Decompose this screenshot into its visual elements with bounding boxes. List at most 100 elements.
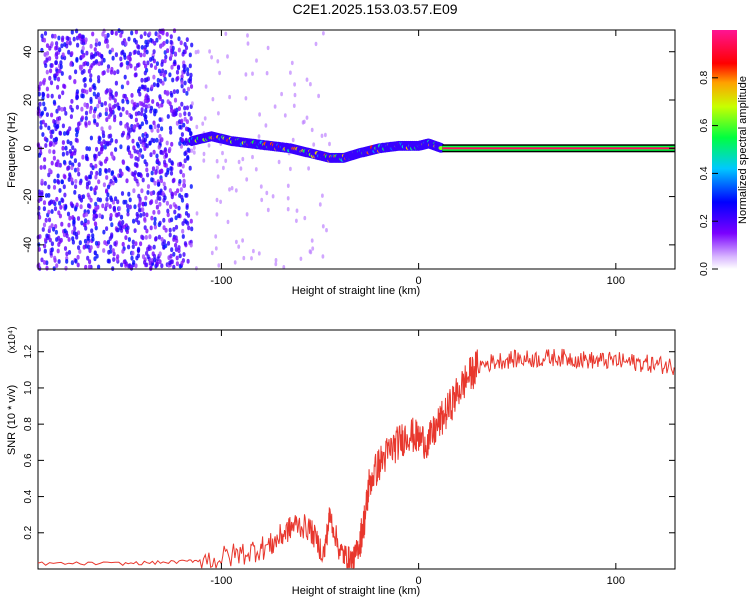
noise-blob <box>141 201 145 207</box>
noise-blob <box>172 89 176 95</box>
noise-blob <box>239 166 243 171</box>
noise-blob <box>177 47 181 53</box>
noise-blob <box>82 77 86 83</box>
noise-blob <box>39 81 43 87</box>
noise-blob <box>151 99 155 104</box>
noise-blob <box>119 144 123 150</box>
noise-blob <box>291 137 295 143</box>
noise-blob <box>105 175 109 180</box>
noise-blob <box>133 66 137 71</box>
noise-blob <box>49 68 53 74</box>
noise-blob <box>59 237 63 243</box>
noise-blob <box>168 227 172 233</box>
noise-blob <box>134 263 138 269</box>
noise-blob <box>292 103 296 109</box>
noise-blob <box>162 244 166 250</box>
noise-blob <box>246 33 249 38</box>
noise-blob <box>183 42 187 47</box>
noise-blob <box>63 228 67 234</box>
noise-blob <box>156 128 160 134</box>
noise-blob <box>97 264 101 270</box>
noise-blob <box>101 31 105 37</box>
x-tick-label: 100 <box>607 575 625 587</box>
noise-blob <box>42 77 47 83</box>
colorbar-tick-label: 0.6 <box>699 118 710 132</box>
noise-blob <box>172 251 176 257</box>
noise-blob <box>73 190 77 195</box>
noise-blob <box>117 106 121 111</box>
noise-blob <box>143 225 147 231</box>
noise-blob <box>134 72 138 78</box>
spectrogram-y-ticks: -40 -20 0 20 40 <box>22 46 675 253</box>
noise-blob <box>182 63 186 69</box>
noise-blob <box>84 121 88 126</box>
noise-blob <box>131 244 135 250</box>
noise-blob <box>40 192 44 197</box>
noise-blob <box>217 111 220 116</box>
noise-blob <box>150 84 154 90</box>
noise-blob <box>103 101 107 106</box>
noise-blob <box>39 165 43 170</box>
noise-blob <box>41 119 45 125</box>
noise-blob <box>126 99 130 105</box>
noise-blob <box>94 225 98 231</box>
noise-blob <box>180 74 184 79</box>
noise-blob <box>155 101 160 107</box>
noise-blob <box>55 196 59 202</box>
noise-blob <box>140 77 144 83</box>
noise-blob <box>166 48 170 54</box>
noise-blob <box>136 122 140 128</box>
noise-blob <box>305 77 309 82</box>
noise-blob <box>266 45 270 51</box>
noise-blob <box>119 56 123 62</box>
noise-blob <box>160 237 164 242</box>
chart-title: C2E1.2025.153.03.57.E09 <box>292 1 457 17</box>
noise-blob <box>56 76 61 82</box>
noise-blob <box>92 209 96 215</box>
noise-blob <box>169 129 173 135</box>
noise-blob <box>122 199 126 205</box>
noise-blob <box>80 220 84 226</box>
noise-blob <box>44 217 48 223</box>
noise-blob <box>108 95 112 101</box>
noise-blob <box>103 144 107 150</box>
noise-blob <box>307 166 310 171</box>
noise-blob <box>86 61 90 67</box>
noise-blob <box>163 185 167 191</box>
noise-blob <box>119 214 124 220</box>
noise-blob <box>274 258 278 263</box>
noise-blob <box>63 192 67 198</box>
noise-blob <box>102 57 106 63</box>
noise-blob <box>195 124 199 130</box>
noise-blob <box>91 236 95 242</box>
noise-blob <box>135 217 139 223</box>
noise-blob <box>89 245 93 250</box>
noise-blob <box>76 262 80 268</box>
noise-blob <box>143 201 148 207</box>
noise-blob <box>75 89 79 95</box>
noise-blob <box>59 64 63 70</box>
noise-blob <box>126 65 130 70</box>
noise-blob <box>101 203 105 209</box>
noise-blob <box>119 62 123 68</box>
noise-blob <box>128 204 132 210</box>
noise-blob <box>172 28 177 34</box>
noise-blob <box>147 244 151 250</box>
noise-blob <box>57 68 61 74</box>
noise-blob <box>57 259 61 264</box>
noise-blob <box>98 167 102 173</box>
y-tick-label: 1.2 <box>23 344 34 358</box>
noise-blob <box>90 228 94 234</box>
noise-blob <box>119 120 123 126</box>
noise-blob <box>185 205 189 210</box>
noise-blob <box>310 238 314 243</box>
noise-blob <box>168 146 172 152</box>
noise-blob <box>120 191 125 196</box>
noise-blob <box>50 41 54 47</box>
noise-blob <box>260 197 264 203</box>
noise-blob <box>70 107 74 113</box>
noise-blob <box>132 260 136 265</box>
noise-blob <box>178 179 182 184</box>
noise-blob <box>94 174 98 180</box>
noise-blob <box>114 80 118 86</box>
